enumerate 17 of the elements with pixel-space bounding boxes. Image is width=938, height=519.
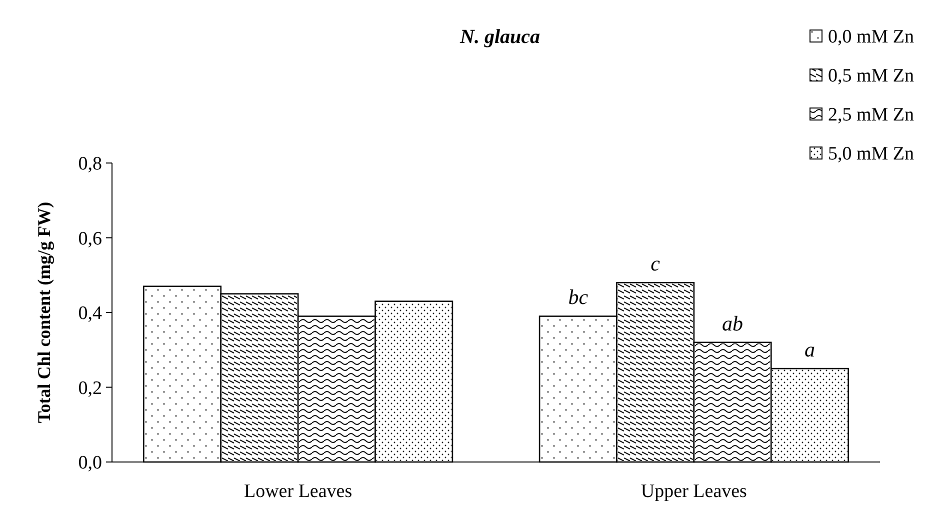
y-tick-label: 0,4 <box>78 303 102 324</box>
data-label: ab <box>722 311 744 336</box>
data-label: a <box>804 338 815 362</box>
legend-label: 0,0 mM Zn <box>828 26 915 48</box>
chart-title: N. glauca <box>459 26 540 48</box>
legend-label: 5,0 mM Zn <box>828 144 915 165</box>
y-tick-label: 0,0 <box>78 452 102 474</box>
y-tick-label: 0,8 <box>78 154 102 175</box>
data-label: bc <box>568 285 589 310</box>
x-tick-label: Upper Leaves <box>640 481 747 502</box>
legend-label: 0,5 mM Zn <box>828 66 915 87</box>
legend-label: 2,5 mM Zn <box>828 104 915 126</box>
data-label: c <box>650 252 661 276</box>
y-tick-label: 0,2 <box>78 378 102 399</box>
y-tick-label: 0,6 <box>78 228 102 250</box>
y-axis-title: Total Chl content (mg/g FW) <box>34 202 54 424</box>
x-tick-label: Lower Leaves <box>244 481 352 502</box>
